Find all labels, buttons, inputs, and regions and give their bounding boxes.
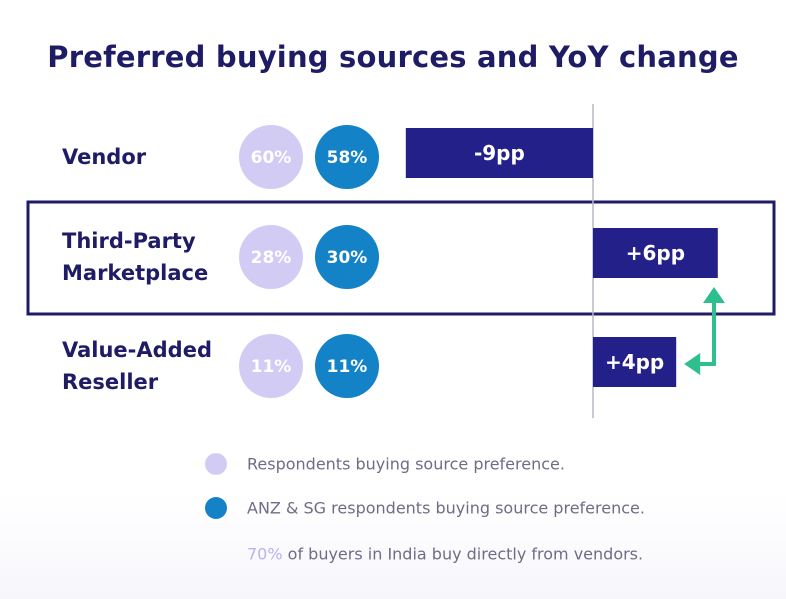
arrow-head-up-icon xyxy=(703,287,725,303)
legend-swatch-anz-sg-icon xyxy=(205,497,227,519)
legend-label-respondents: Respondents buying source preference. xyxy=(247,454,565,474)
arrow-line xyxy=(698,301,716,366)
yoy-bar xyxy=(405,128,593,178)
highlight-frame xyxy=(26,200,776,316)
yoy-bar-label: +4pp xyxy=(605,350,664,374)
bubble-respondents-label: 28% xyxy=(251,248,292,268)
yoy-bar xyxy=(593,228,718,278)
category-label: Vendor xyxy=(62,145,147,169)
arrow-head-left-icon xyxy=(684,353,701,375)
bubble-anz-sg xyxy=(315,125,379,189)
footnote-highlight: 70% xyxy=(247,544,283,564)
footnote-text: of buyers in India buy directly from ven… xyxy=(282,544,644,564)
category-label: Value-Added xyxy=(62,338,212,362)
chart-canvas: Vendor 60% 58% -9pp Third-Party Marketplace 28… xyxy=(26,104,776,418)
yoy-bar-label: +6pp xyxy=(626,241,685,265)
bubble-respondents-label: 11% xyxy=(251,357,292,377)
bubble-respondents xyxy=(239,125,303,189)
yoy-bar xyxy=(593,337,677,387)
bubble-anz-sg-label: 58% xyxy=(327,148,368,168)
chart-title: Preferred buying sources and YoY change xyxy=(47,40,739,74)
bubble-respondents xyxy=(239,334,303,398)
category-label: Reseller xyxy=(62,370,159,394)
bubble-anz-sg-label: 30% xyxy=(327,248,368,268)
bubble-anz-sg xyxy=(315,334,379,398)
bubble-anz-sg-label: 11% xyxy=(327,357,368,377)
yoy-bar-label: -9pp xyxy=(474,141,525,165)
legend-label-anz-sg: ANZ & SG respondents buying source prefe… xyxy=(247,498,645,518)
legend-swatch-respondents-icon xyxy=(205,453,227,475)
category-label: Marketplace xyxy=(62,261,208,285)
bubble-anz-sg xyxy=(315,225,379,289)
bubble-respondents xyxy=(239,225,303,289)
category-label: Third-Party xyxy=(62,229,196,253)
bubble-respondents-label: 60% xyxy=(251,148,292,168)
